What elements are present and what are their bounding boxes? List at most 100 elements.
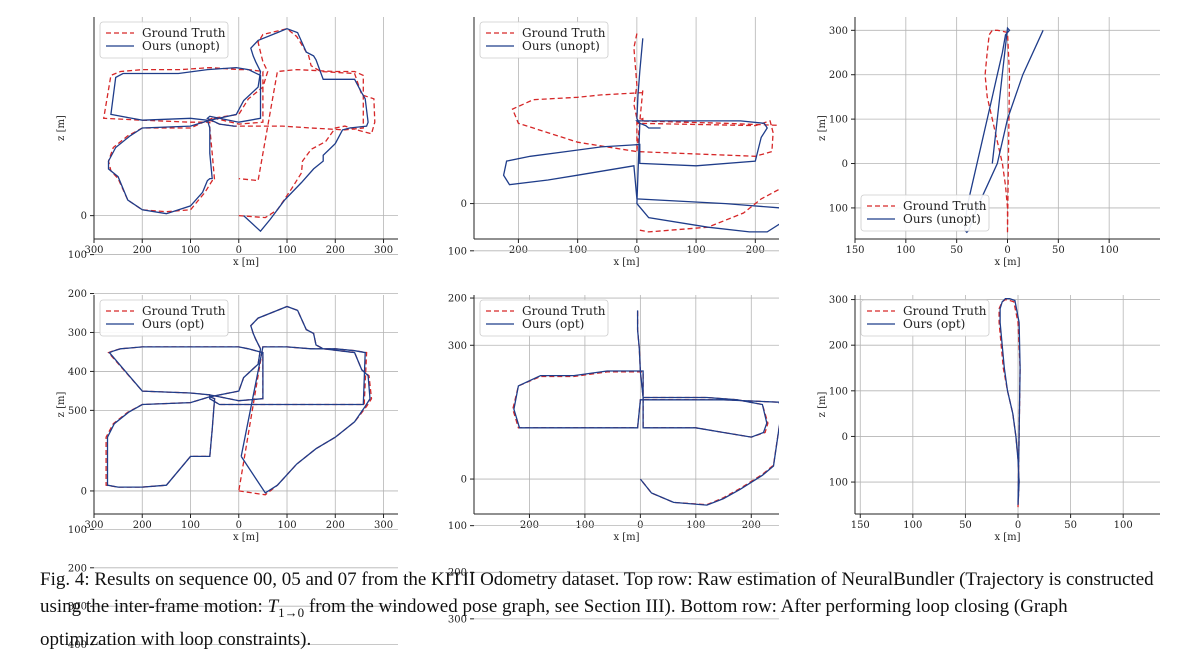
y-axis-label: z [m] <box>817 115 828 141</box>
estimate-line <box>106 305 371 494</box>
y-tick-label: 400 <box>68 640 87 651</box>
y-tick-label: 500 <box>68 406 87 417</box>
x-axis-label: x [m] <box>233 532 259 543</box>
y-tick-label: 300 <box>68 328 87 339</box>
x-tick-label: 0 <box>1004 245 1010 256</box>
y-axis-label: z [m] <box>56 392 67 418</box>
x-tick-label: 0 <box>236 520 242 531</box>
x-tick-label: 100 <box>1114 520 1133 531</box>
y-tick-label: 400 <box>68 367 87 378</box>
x-tick-label: 200 <box>326 245 345 256</box>
estimate-line <box>999 297 1021 505</box>
y-tick-label: 100 <box>68 525 87 536</box>
x-tick-label: 100 <box>277 520 296 531</box>
legend-label: Ground Truth <box>522 26 606 40</box>
x-tick-label: 200 <box>133 245 152 256</box>
x-axis-label: x [m] <box>233 257 259 268</box>
y-axis-label: z [m] <box>817 392 828 418</box>
ground-truth-line <box>512 311 779 506</box>
y-tick-label: 100 <box>448 246 467 257</box>
x-tick-label: 150 <box>845 245 864 256</box>
figure-caption: Fig. 4: Results on sequence 00, 05 and 0… <box>40 566 1164 653</box>
x-tick-label: 100 <box>181 520 200 531</box>
legend-label: Ours (opt) <box>522 317 584 331</box>
legend-label: Ours (unopt) <box>522 39 600 53</box>
legend-label: Ours (opt) <box>903 317 965 331</box>
legend-box <box>479 299 609 337</box>
y-tick-label: 300 <box>448 341 467 352</box>
legend-box <box>479 21 609 59</box>
x-axis-label: x [m] <box>613 532 639 543</box>
legend-box <box>99 299 229 337</box>
y-tick-label: 200 <box>68 563 87 574</box>
caption-prefix: Fig. 4: Results on sequence 00, 05 and 0… <box>40 569 1154 617</box>
x-tick-label: 100 <box>277 245 296 256</box>
legend-box <box>99 21 229 59</box>
y-tick-label: 200 <box>448 568 467 579</box>
x-tick-label: 50 <box>1052 245 1065 256</box>
y-tick-label: 200 <box>829 341 848 352</box>
legend-label: Ground Truth <box>903 199 987 213</box>
legend-label: Ground Truth <box>522 304 606 318</box>
legend-label: Ground Truth <box>142 304 226 318</box>
estimate-line <box>513 310 779 506</box>
y-tick-label: 300 <box>829 295 848 306</box>
legend-box <box>860 194 990 232</box>
chart-panel-1: 300 200 100 0 100 200 300 0 100 200 300 400 500 x [m]… <box>56 17 398 417</box>
x-tick-label: 100 <box>896 245 915 256</box>
y-tick-label: 200 <box>68 289 87 300</box>
y-tick-label: 100 <box>829 478 848 489</box>
x-tick-label: 300 <box>374 520 393 531</box>
x-tick-label: 100 <box>181 245 200 256</box>
x-axis-label: x [m] <box>994 532 1020 543</box>
y-tick-label: 100 <box>829 203 848 214</box>
x-axis-label: x [m] <box>994 257 1020 268</box>
x-tick-label: 150 <box>851 520 870 531</box>
x-tick-label: 50 <box>959 520 972 531</box>
y-tick-label: 0 <box>81 211 87 222</box>
x-tick-label: 300 <box>374 245 393 256</box>
y-tick-label: 200 <box>829 70 848 81</box>
legend-label: Ours (unopt) <box>142 39 220 53</box>
y-tick-label: 300 <box>448 614 467 625</box>
x-tick-label: 200 <box>326 520 345 531</box>
legend-box <box>860 299 990 337</box>
y-tick-label: 200 <box>448 294 467 305</box>
caption-suffix: from the windowed pose graph, see Sectio… <box>40 596 1068 650</box>
chart-panel-6: 150 100 50 0 50 100 300 200 100 0 100 x [m] z [m] Gro… <box>817 295 1160 543</box>
x-tick-label: 300 <box>84 520 103 531</box>
legend-label: Ground Truth <box>142 26 226 40</box>
x-tick-label: 0 <box>236 245 242 256</box>
x-tick-label: 50 <box>1064 520 1077 531</box>
y-tick-label: 0 <box>81 486 87 497</box>
x-tick-label: 50 <box>950 245 963 256</box>
legend-label: Ours (opt) <box>142 317 204 331</box>
x-tick-label: 100 <box>1100 245 1119 256</box>
y-tick-label: 300 <box>829 26 848 37</box>
estimate-line <box>107 28 369 233</box>
ground-truth-line <box>984 29 1011 233</box>
x-tick-label: 200 <box>133 520 152 531</box>
y-tick-label: 100 <box>448 521 467 532</box>
y-tick-label: 100 <box>829 115 848 126</box>
caption-math: T <box>267 596 279 617</box>
x-tick-label: 100 <box>903 520 922 531</box>
x-axis-label: x [m] <box>613 257 639 268</box>
legend-label: Ground Truth <box>903 304 987 318</box>
estimate-line <box>964 26 1044 234</box>
x-tick-label: 300 <box>84 245 103 256</box>
legend-label: Ours (unopt) <box>903 212 981 226</box>
y-tick-label: 0 <box>461 475 467 486</box>
ground-truth-line <box>102 27 376 219</box>
ground-truth-line <box>511 33 779 233</box>
y-tick-label: 0 <box>461 199 467 210</box>
y-tick-label: 0 <box>842 159 848 170</box>
y-tick-label: 100 <box>829 386 848 397</box>
y-tick-label: 300 <box>68 602 87 613</box>
ground-truth-line <box>998 298 1021 508</box>
estimate-line <box>502 38 779 233</box>
chart-panel-3: 150 100 50 0 50 100 300 200 100 0 100 x [m] z [m] Gro… <box>817 17 1160 268</box>
